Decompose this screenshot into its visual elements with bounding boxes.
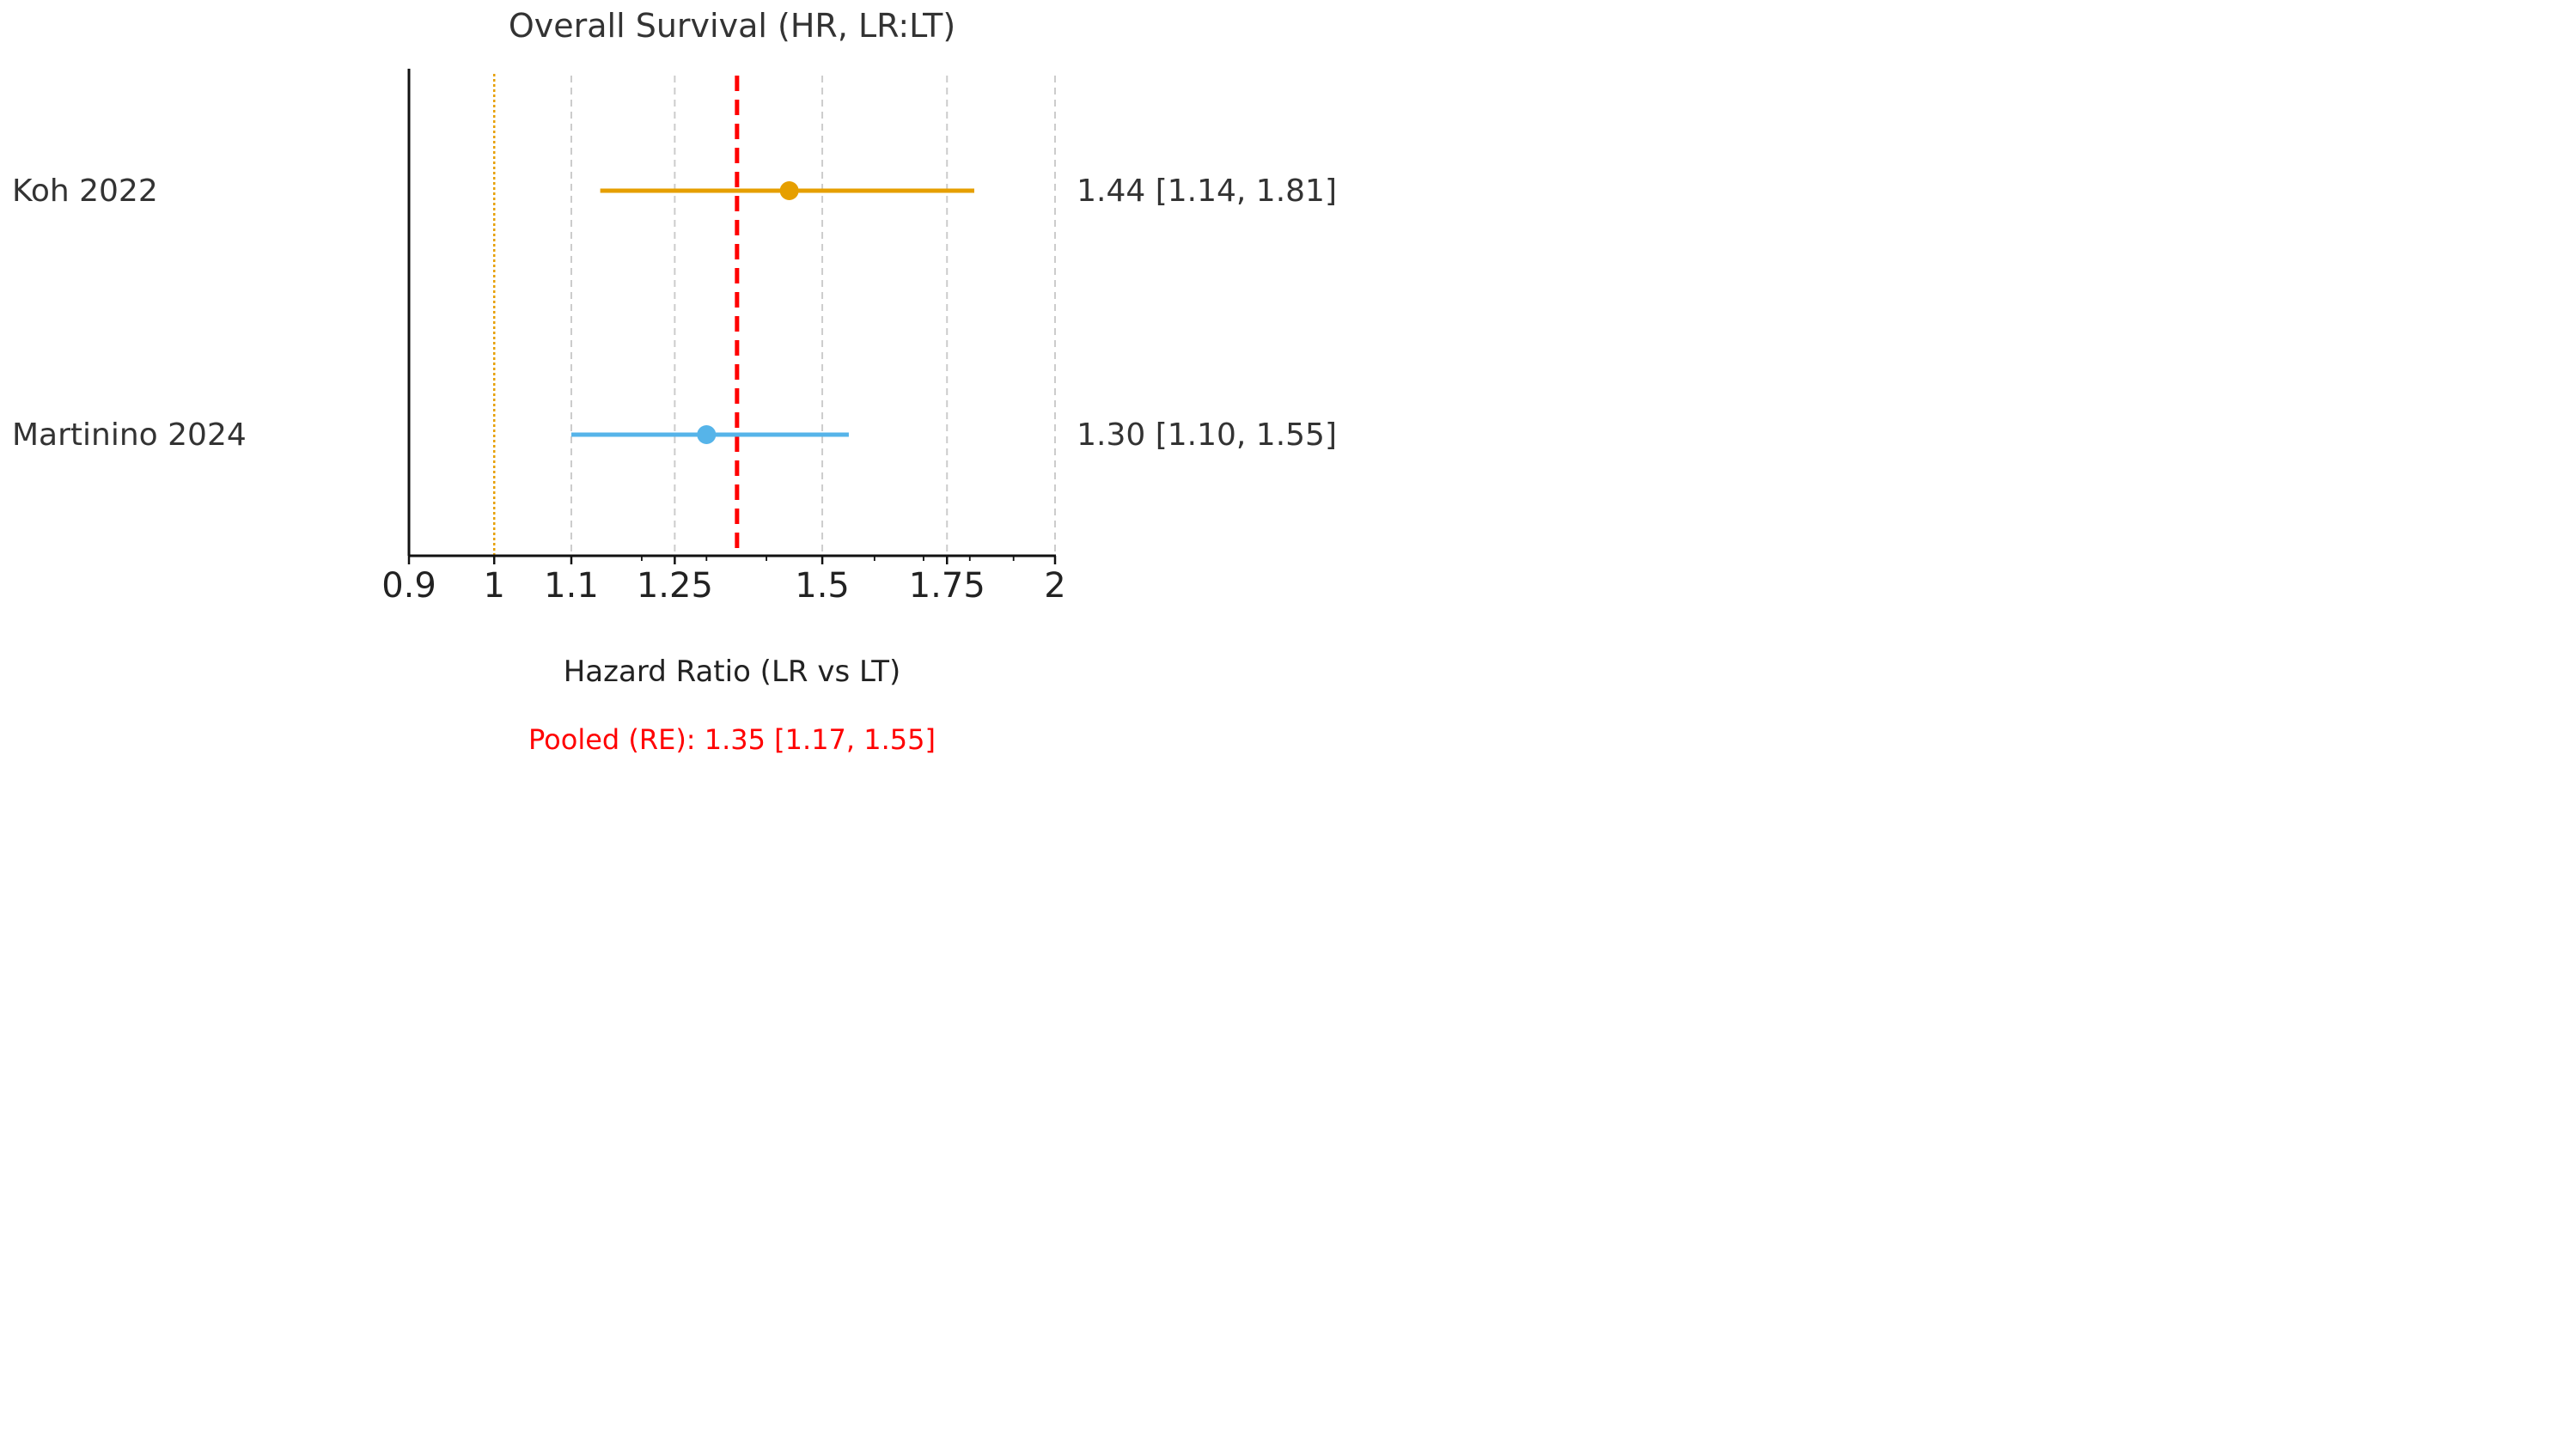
study-label: Koh 2022 [12,174,158,209]
effect-label: 1.44 [1.14, 1.81] [1077,174,1337,209]
reference-layer [492,74,740,556]
series-layer [570,181,974,444]
x-tick-label: 1.5 [795,566,850,606]
chart-svg: Overall Survival (HR, LR:LT) 0.9 1 1.1 1.25… [12,7,1337,756]
effect-label: 1.30 [1.10, 1.55] [1077,417,1337,453]
x-tick-label: 1 [483,566,504,606]
chart-title: Overall Survival (HR, LR:LT) [509,7,955,45]
grid-layer [570,76,1056,556]
x-tick-label: 1.75 [909,566,985,606]
pooled-estimate-label: Pooled (RE): 1.35 [1.17, 1.55] [528,723,936,756]
x-tick-label: 2 [1044,566,1065,606]
x-axis-label: Hazard Ratio (LR vs LT) [564,655,901,689]
forest-plot: Overall Survival (HR, LR:LT) 0.9 1 1.1 1.25… [0,0,1346,767]
axes-layer: 0.9 1 1.1 1.25 1.5 1.75 2 [381,69,1066,606]
x-tick-label: 1.1 [544,566,599,606]
label-layer: Koh 2022 1.44 [1.14, 1.81] Martinino 2024 1… [12,174,1337,453]
study-label: Martinino 2024 [12,417,247,453]
point-estimate [697,425,717,444]
point-estimate [779,181,799,200]
x-tick-label: 0.9 [381,566,436,606]
x-tick-label: 1.25 [637,566,713,606]
